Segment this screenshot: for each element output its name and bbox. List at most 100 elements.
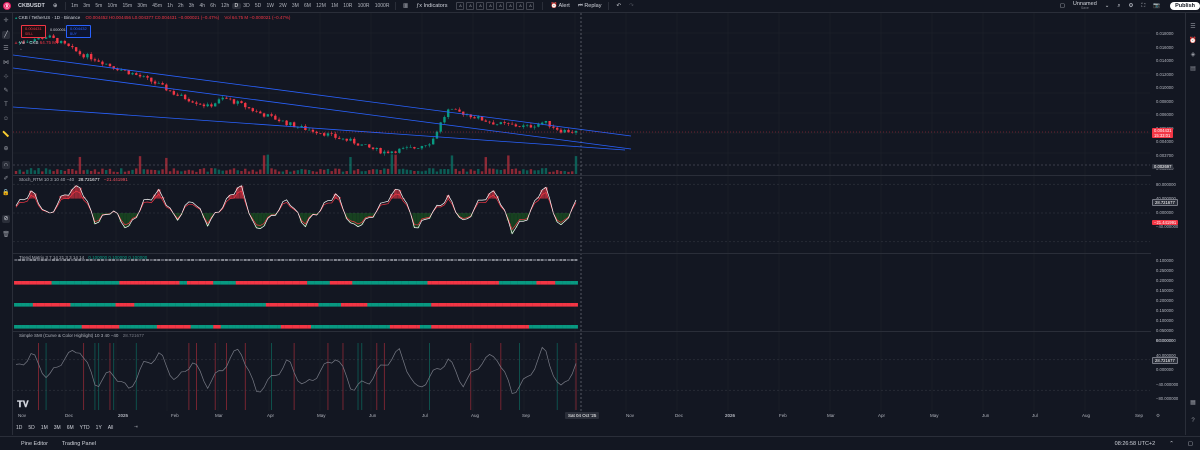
smi-label[interactable]: Simple SMI (Curve & Color Highlight) 10 … [19,333,119,338]
undo-icon[interactable]: ↶ [616,3,622,9]
brush-icon[interactable]: ✎ [3,88,9,94]
trend-matrix-bar [44,281,49,285]
interval-2w[interactable]: 2W [279,3,287,9]
chart-canvas[interactable] [13,13,1150,416]
chart-type-icon[interactable]: ▥ [403,3,409,9]
interval-1000r[interactable]: 1000R [374,3,390,9]
collapse-panel-icon[interactable]: ⌃ [1169,440,1174,447]
interval-12m[interactable]: 12M [316,3,326,9]
pane-divider[interactable] [13,175,1185,176]
range-ytd[interactable]: YTD [79,425,90,431]
fullscreen-icon[interactable]: ⛶ [1141,2,1146,9]
goto-date-icon[interactable]: ⇥ [134,424,138,429]
range-1y[interactable]: 1Y [95,425,102,431]
interval-d[interactable]: D [231,3,241,9]
tab-trading-panel[interactable]: Trading Panel [61,440,96,447]
layout-name-button[interactable]: Unnamed Save [1069,1,1101,10]
volume-label[interactable]: Vol · CKB [19,40,39,45]
indicators-button[interactable]: ƒx Indicators [412,3,451,9]
tradingview-logo-icon[interactable]: Ⓡ [3,2,11,10]
watchlist-icon[interactable]: ☰ [1190,24,1196,30]
layout-dropdown-icon[interactable]: ⌄ [1104,3,1110,9]
crosshair-icon[interactable]: ✛ [3,18,9,24]
trend-matrix-dot [386,259,390,261]
replay-button[interactable]: ⏮ Replay [574,3,606,10]
symbol-search-button[interactable]: CKBUSDT [18,3,45,9]
apps-grid-icon[interactable]: ▦ [1190,400,1196,406]
trash-icon[interactable]: 🗑 [2,232,10,238]
clock[interactable]: 08:26:58 UTC+2 [1114,440,1156,447]
text-icon[interactable]: T [4,102,8,108]
range-1d[interactable]: 1D [16,425,23,431]
interval-1w[interactable]: 1W [266,3,274,9]
sell-button[interactable]: 0.004431 SELL [21,25,46,38]
search-icon[interactable]: ⌕ [1117,2,1121,9]
tab-pine-editor[interactable]: Pine Editor [21,440,48,447]
collapse-legend-icon[interactable]: ⌃ [19,48,23,53]
lock-drawing-icon[interactable]: ✐ [3,176,9,182]
range-5d[interactable]: 5D [28,425,35,431]
axis-settings-icon[interactable]: ⚙ [1156,413,1161,418]
trend-matrix-label[interactable]: Trend Matrix 3 7 14 21 3 3 14 14 [19,255,85,260]
interval-1h[interactable]: 1h [167,3,173,9]
chat-icon[interactable]: ▤ [1190,66,1196,72]
trend-matrix-dot [454,259,458,261]
pane-divider[interactable] [13,253,1185,254]
price-axis[interactable]: 0.018000 0.016000 0.014000 0.012000 0.010000… [1151,13,1185,416]
layout-icon[interactable]: ▢ [1059,3,1065,9]
range-6m[interactable]: 6M [66,425,74,431]
hide-drawings-icon[interactable]: ⊘ [2,215,10,223]
alert-button[interactable]: ⏰ Alert [546,3,573,9]
interval-3d[interactable]: 3D [243,3,250,9]
interval-1m[interactable]: 1M [331,3,339,9]
range-all[interactable]: All [107,425,114,431]
trend-matrix-bar [247,281,251,285]
range-1m[interactable]: 1M [40,425,48,431]
snapshot-icon[interactable]: 📷 [1153,3,1161,9]
interval-10m[interactable]: 10m [107,3,118,9]
interval-3m[interactable]: 3m [83,3,91,9]
ruler-icon[interactable]: 📏 [2,132,10,138]
fib-icon[interactable]: ☰ [3,46,9,52]
help-icon[interactable]: ? [1191,418,1195,424]
interval-100r[interactable]: 100R [357,3,370,9]
buy-button[interactable]: 0.004432 BUY [66,25,91,38]
trendline-icon[interactable]: ╱ [2,31,10,39]
symbol-title[interactable]: CKB / TetherUS · 1D · Binance [18,15,81,20]
layers-icon[interactable]: ◈ [1190,52,1196,58]
maximize-panel-icon[interactable]: ▢ [1187,440,1193,447]
interval-45m[interactable]: 45m [152,3,163,9]
pane-divider[interactable] [13,331,1185,332]
interval-1m[interactable]: 1m [71,3,79,9]
interval-3h[interactable]: 3h [188,3,195,9]
alerts-clock-icon[interactable]: ⏰ [1189,38,1197,44]
magnet-icon[interactable]: ∩ [2,161,10,169]
zoom-icon[interactable]: ⊕ [3,146,9,152]
pattern-icon[interactable]: ⋈ [3,60,9,66]
add-symbol-icon[interactable]: ⊕ [52,3,58,9]
interval-6m[interactable]: 6M [304,3,311,9]
stoch-label[interactable]: Stoch_RTM 10 3 10 40 −40 [19,177,75,182]
trend-matrix-bar [457,281,462,285]
emoji-icon[interactable]: ☺ [2,116,10,122]
interval-12h[interactable]: 12h [220,3,230,9]
redo-icon[interactable]: ↷ [629,3,634,9]
interval-15m[interactable]: 15m [122,3,133,9]
settings-icon[interactable]: ⚙ [1128,3,1134,9]
interval-4h[interactable]: 4h [199,3,206,9]
time-axis[interactable]: Nov Dec 2025 Feb Mar Apr May Jun Jul Aug Sep Nov Dec… [13,411,1160,421]
interval-30m[interactable]: 30m [137,3,148,9]
volume-bar [232,168,236,174]
interval-5m[interactable]: 5m [95,3,103,9]
interval-10r[interactable]: 10R [343,3,353,9]
forecast-icon[interactable]: ⊹ [3,74,9,80]
publish-button[interactable]: Publish [1170,2,1200,10]
range-3m[interactable]: 3M [53,425,61,431]
interval-6h[interactable]: 6h [210,3,216,9]
interval-2h[interactable]: 2h [177,3,184,9]
trend-matrix-bar [438,325,443,329]
lock-icon[interactable]: 🔒 [2,190,10,196]
interval-5d[interactable]: 5D [254,3,262,9]
interval-3m[interactable]: 3M [291,3,299,9]
